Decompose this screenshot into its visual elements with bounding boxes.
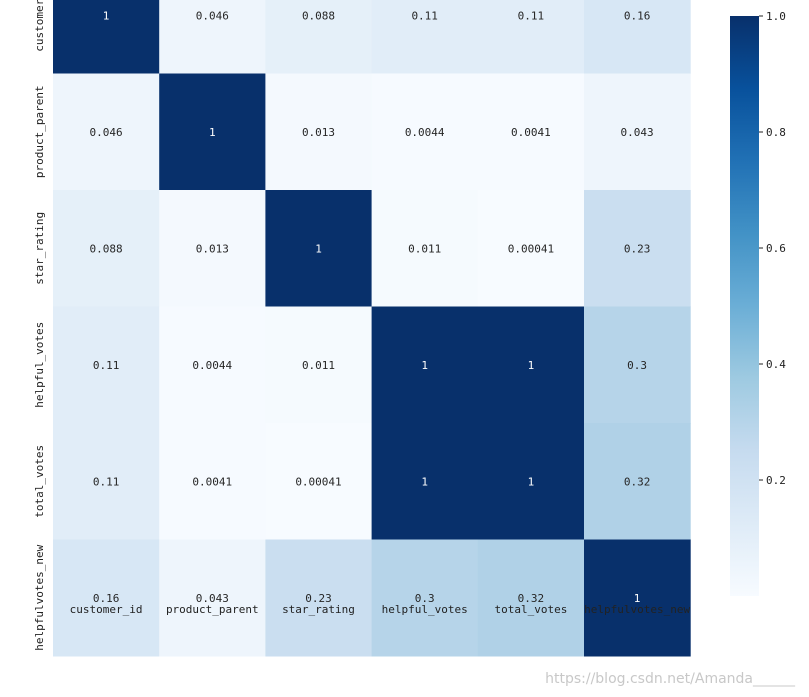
heatmap-cell-value: 0.0041 xyxy=(511,126,551,139)
heatmap-annotations: 1 0.046 0.088 0.11 0.11 0.16 0.046 1 0.013 0.0044… xyxy=(90,9,654,605)
heatmap-cell xyxy=(371,0,479,74)
heatmap-cell-value: 0.00041 xyxy=(295,475,341,488)
heatmap-cell xyxy=(265,306,373,424)
colorbar-tick-label: 0.6 xyxy=(766,242,786,255)
heatmap-cell-value: 0.32 xyxy=(518,592,545,605)
heatmap-cell xyxy=(159,539,266,657)
heatmap-cell xyxy=(159,190,266,307)
heatmap-cell xyxy=(371,73,479,191)
heatmap-cell-value: 1 xyxy=(209,126,216,139)
heatmap-cell-value: 0.011 xyxy=(408,242,441,255)
heatmap-cell xyxy=(53,190,160,307)
y-tick-label: helpful_votes xyxy=(33,322,46,408)
heatmap-cell xyxy=(371,306,479,424)
colorbar-tick-label: 0.8 xyxy=(766,126,786,139)
y-tick-label: total_votes xyxy=(33,445,46,518)
heatmap-cell xyxy=(159,423,266,540)
heatmap-cell-value: 0.11 xyxy=(411,9,438,22)
heatmap-cell xyxy=(159,0,266,74)
colorbar-tick-label: 1.0 xyxy=(766,10,786,23)
heatmap-cell xyxy=(53,306,160,424)
heatmap-cell xyxy=(477,306,585,424)
heatmap-cell-value: 1 xyxy=(634,592,641,605)
colorbar-tick-label: 0.4 xyxy=(766,358,786,371)
y-tick-label: product_parent xyxy=(33,85,46,178)
heatmap-cell-value: 0.23 xyxy=(624,242,651,255)
x-tick-label: customer_id xyxy=(70,603,143,616)
heatmap-cell xyxy=(477,190,585,307)
heatmap-cell xyxy=(477,0,585,74)
heatmap-cell-value: 0.0044 xyxy=(192,359,232,372)
y-tick-label: star_rating xyxy=(33,212,46,285)
colorbar-ticks: 0.2 0.4 0.6 0.8 1.0 xyxy=(759,10,786,487)
colorbar-tick-label: 0.2 xyxy=(766,474,786,487)
heatmap-cell-value: 0.046 xyxy=(90,126,123,139)
x-tick-label: total_votes xyxy=(494,603,567,616)
x-tick-label: helpful_votes xyxy=(382,603,468,616)
x-tick-label: star_rating xyxy=(282,603,355,616)
heatmap-cell-value: 0.16 xyxy=(93,592,120,605)
heatmap-cell xyxy=(53,0,160,74)
heatmap-cell xyxy=(477,423,585,540)
watermark: https://blog.csdn.net/Amanda______ xyxy=(545,671,795,687)
heatmap-cell-value: 0.16 xyxy=(624,9,651,22)
heatmap-cell-value: 1 xyxy=(421,475,428,488)
heatmap-cell xyxy=(265,73,373,191)
heatmap-cell xyxy=(265,539,373,657)
heatmap-cell-value: 1 xyxy=(421,359,428,372)
heatmap-cell xyxy=(477,539,585,657)
heatmap-cell-value: 0.011 xyxy=(302,359,335,372)
heatmap-cell-value: 0.043 xyxy=(196,592,229,605)
heatmap-cell-value: 0.23 xyxy=(305,592,332,605)
heatmap-cell xyxy=(159,306,266,424)
heatmap-cell-value: 0.088 xyxy=(90,242,123,255)
x-axis-ticks: customer_id product_parent star_rating help… xyxy=(70,603,691,616)
heatmap-cell-value: 0.32 xyxy=(624,475,651,488)
heatmap-cell-value: 0.11 xyxy=(518,9,545,22)
heatmap-cell-value: 0.046 xyxy=(196,9,229,22)
heatmap-cell xyxy=(159,73,266,191)
heatmap-cell-value: 0.013 xyxy=(196,242,229,255)
heatmap-cell-value: 0.11 xyxy=(93,359,120,372)
heatmap-cell-value: 0.0044 xyxy=(405,126,445,139)
heatmap-cell xyxy=(53,539,160,657)
heatmap-cell xyxy=(371,539,479,657)
heatmap-cell-value: 1 xyxy=(103,9,110,22)
heatmap-cell xyxy=(265,190,373,307)
heatmap-cell xyxy=(265,0,373,74)
x-tick-label: product_parent xyxy=(166,603,259,616)
heatmap-cell-value: 0.013 xyxy=(302,126,335,139)
heatmap-cell xyxy=(371,190,479,307)
heatmap-cell-value: 0.3 xyxy=(415,592,435,605)
heatmap-cell-value: 1 xyxy=(315,242,322,255)
heatmap-cell xyxy=(53,73,160,191)
heatmap-cell-value: 0.3 xyxy=(627,359,647,372)
y-tick-label: customer_id xyxy=(33,0,46,52)
heatmap-cell xyxy=(584,306,691,424)
heatmap-cell xyxy=(265,423,373,540)
heatmap-cell xyxy=(371,423,479,540)
heatmap-cell xyxy=(53,423,160,540)
heatmap-cell xyxy=(584,423,691,540)
heatmap-cell-value: 0.088 xyxy=(302,9,335,22)
heatmap-cells xyxy=(53,0,691,657)
heatmap-cell-value: 0.11 xyxy=(93,475,120,488)
heatmap-cell xyxy=(584,0,691,74)
heatmap-cell-value: 1 xyxy=(528,475,535,488)
heatmap-cell-value: 1 xyxy=(528,359,535,372)
y-tick-label: helpfulvotes_new xyxy=(33,544,46,650)
heatmap-cell-value: 0.0041 xyxy=(192,475,232,488)
heatmap-cell-value: 0.00041 xyxy=(508,242,554,255)
heatmap-cell-value: 0.043 xyxy=(621,126,654,139)
y-axis-ticks: customer_id product_parent star_ratinghelp… xyxy=(33,0,46,651)
heatmap-cell xyxy=(477,73,585,191)
colorbar xyxy=(730,16,759,596)
heatmap-cell xyxy=(584,190,691,307)
x-tick-label: helpfulvotes_new xyxy=(584,603,690,616)
heatmap-cell xyxy=(584,539,691,657)
heatmap-cell xyxy=(584,73,691,191)
